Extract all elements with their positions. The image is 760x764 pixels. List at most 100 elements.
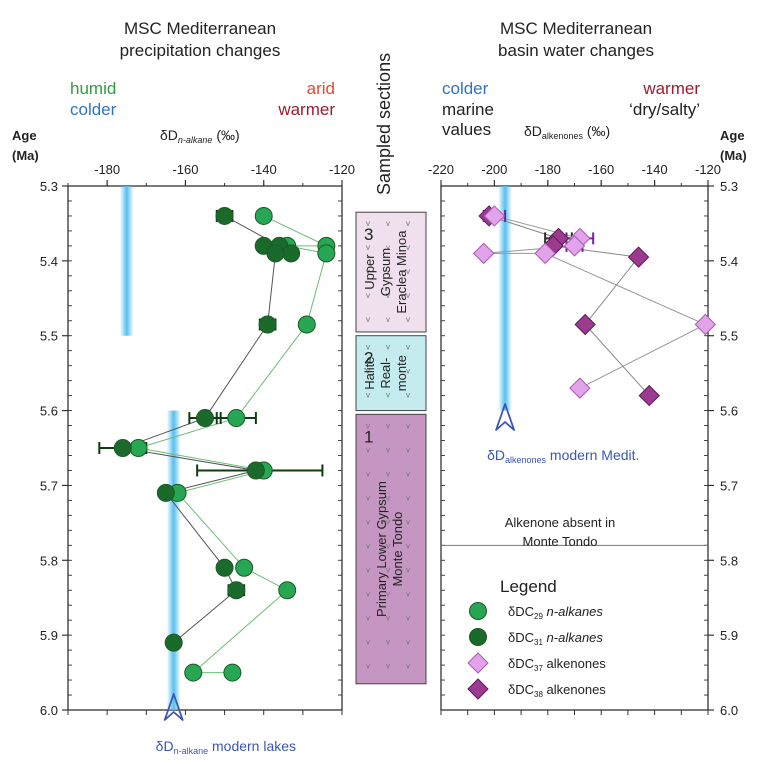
c37-point <box>569 377 591 399</box>
unit2-halite-label: Halite <box>362 357 377 390</box>
unit1-primary-lower-gypsum-pattern-mark: v <box>366 661 370 670</box>
unit3-upper-gypsum-pattern-mark: v <box>386 291 390 300</box>
unit3-upper-gypsum-pattern-mark: v <box>386 219 390 228</box>
right-panel: -220 -200 -180 -160 -140 -120 5.3 5.4 5.5 5.6 5.7 5… <box>428 162 738 718</box>
y-tick-label: 6.0 <box>40 703 58 718</box>
reference-band <box>119 186 134 336</box>
unit3-upper-gypsum-label: Gypsum <box>378 248 393 296</box>
alkenone-absent-note: Alkenone absent in <box>505 515 616 530</box>
y-tick-label: 5.4 <box>720 254 738 269</box>
unit1-primary-lower-gypsum-pattern-mark: v <box>366 541 370 550</box>
unit1-primary-lower-gypsum-pattern-mark: v <box>406 469 410 478</box>
c37-point <box>694 313 717 336</box>
unit2-halite-pattern-mark: v <box>386 367 390 376</box>
dc31-point <box>113 439 132 457</box>
unit1-primary-lower-gypsum-pattern-mark: v <box>386 469 390 478</box>
dc31-point <box>164 633 183 652</box>
unit1-primary-lower-gypsum-pattern-mark: v <box>406 517 410 526</box>
unit1-primary-lower-gypsum-pattern-mark: v <box>386 517 390 526</box>
unit1-primary-lower-gypsum-pattern-mark: v <box>406 637 410 646</box>
x-tick-label: -200 <box>481 162 507 177</box>
unit3-upper-gypsum-pattern-mark: v <box>366 219 370 228</box>
dc29-point <box>278 581 297 600</box>
unit2-halite-label: monte <box>394 355 409 391</box>
unit2-halite-pattern-mark: v <box>366 391 370 400</box>
unit1-primary-lower-gypsum-box <box>355 413 427 685</box>
unit1-primary-lower-gypsum-pattern-mark: v <box>406 661 410 670</box>
dc31-point <box>227 581 246 600</box>
unit3-upper-gypsum-pattern-mark: v <box>406 315 410 324</box>
unit2-halite-pattern-mark: v <box>366 367 370 376</box>
y-tick-label: 5.6 <box>720 404 738 419</box>
dc29-point <box>254 206 273 225</box>
dc29-point <box>235 558 254 577</box>
y-tick-label: 5.3 <box>40 179 58 194</box>
unit3-upper-gypsum-pattern-mark: v <box>406 219 410 228</box>
unit1-primary-lower-gypsum-pattern-mark: v <box>406 541 410 550</box>
modern-medit-label: δDalkenones modern Medit. <box>487 447 639 465</box>
c37-point <box>473 242 495 265</box>
y-tick-label: 5.4 <box>40 254 58 269</box>
unit1-primary-lower-gypsum-label: Monte Tondo <box>390 512 405 587</box>
unit2-halite-pattern-mark: v <box>406 391 410 400</box>
y-tick-label: 5.5 <box>720 329 738 344</box>
unit3-upper-gypsum-number: 3 <box>364 225 373 244</box>
legend-entry: δDC31 n-alkanes <box>508 630 603 647</box>
x-tick-label: -140 <box>642 162 668 177</box>
modern-medit-band <box>498 186 513 411</box>
unit1-primary-lower-gypsum-pattern-mark: v <box>386 613 390 622</box>
center-title: Sampled sections <box>374 53 394 195</box>
humid-label: humid <box>70 79 116 98</box>
c37-trend-line <box>483 215 707 389</box>
unit3-upper-gypsum-label: Upper <box>362 254 377 290</box>
dc31-point <box>215 558 234 577</box>
plot-frame <box>67 185 343 711</box>
c37-point <box>534 242 556 265</box>
unit1-primary-lower-gypsum-number: 1 <box>364 427 373 446</box>
x-tick-label: -160 <box>588 162 614 177</box>
x-tick-label: -120 <box>695 162 721 177</box>
unit2-halite-number: 2 <box>364 349 373 368</box>
y-tick-label: 5.7 <box>720 478 738 493</box>
unit1-primary-lower-gypsum-pattern-mark: v <box>386 493 390 502</box>
left-age-label: Age <box>12 128 37 143</box>
unit1-primary-lower-gypsum-pattern-mark: v <box>366 613 370 622</box>
unit3-upper-gypsum-pattern-mark: v <box>386 243 390 252</box>
unit3-upper-gypsum-pattern-mark: v <box>386 267 390 276</box>
center-panel: v v v v v v v v v v v v v v v 3 Upper Gypsum Eraclea Minoa… <box>355 211 427 685</box>
unit1-primary-lower-gypsum-pattern-mark: v <box>406 589 410 598</box>
colder-label-left: colder <box>70 100 117 119</box>
modern-lakes-arrow-icon <box>163 693 184 721</box>
legend-entry: δDC29 n-alkanes <box>508 604 603 621</box>
right-x-axis-label: δDalkenones (‰) <box>524 123 610 141</box>
right-age-unit: (Ma) <box>720 148 747 163</box>
unit2-halite-pattern-mark: v <box>386 343 390 352</box>
marine-label-1: marine <box>442 100 494 119</box>
y-tick-label: 5.3 <box>720 179 738 194</box>
unit3-upper-gypsum-pattern-mark: v <box>366 315 370 324</box>
legend-symbol <box>469 602 487 620</box>
unit3-upper-gypsum-pattern-mark: v <box>406 243 410 252</box>
y-tick-label: 5.8 <box>40 553 58 568</box>
dry-salty-label: ‘dry/salty’ <box>629 100 700 119</box>
dc29-point <box>184 663 203 682</box>
unit1-primary-lower-gypsum-pattern-mark: v <box>386 589 390 598</box>
unit1-primary-lower-gypsum-pattern-mark: v <box>366 445 370 454</box>
dc29-point <box>227 409 246 428</box>
legend-title: Legend <box>500 577 557 596</box>
c38-trend-line <box>488 215 650 396</box>
left-x-axis-label: δDn-alkane (‰) <box>160 127 240 145</box>
y-tick-label: 5.8 <box>720 553 738 568</box>
x-tick-label: -220 <box>428 162 454 177</box>
dc31-point <box>215 206 234 225</box>
x-tick-label: -180 <box>94 162 120 177</box>
y-tick-label: 5.6 <box>40 404 58 419</box>
dc29-point <box>317 244 336 263</box>
x-tick-label: -120 <box>329 162 355 177</box>
dc31-point <box>246 461 265 480</box>
unit1-primary-lower-gypsum-pattern-mark: v <box>406 565 410 574</box>
y-tick-label: 5.9 <box>40 628 58 643</box>
y-tick-label: 5.5 <box>40 329 58 344</box>
left-title-line1: MSC Mediterranean <box>124 19 276 38</box>
